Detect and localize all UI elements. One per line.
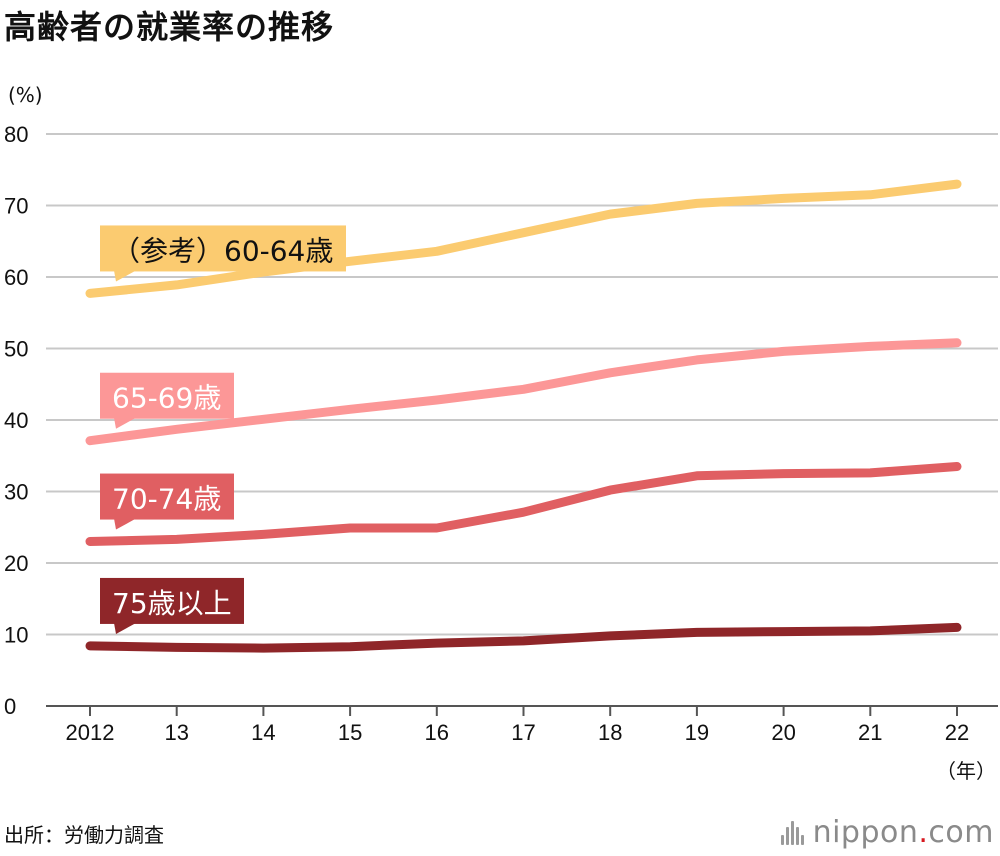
y-axis-unit-label: (%) — [8, 83, 43, 107]
x-tick-label-17: 17 — [511, 720, 535, 745]
series-line-s75 — [85, 622, 962, 653]
nippon-logo-icon — [780, 819, 805, 847]
x-tick-label-19: 19 — [685, 720, 709, 745]
y-tick-label-30: 30 — [4, 480, 28, 505]
y-tick-label-20: 20 — [4, 551, 28, 576]
y-tick-label-40: 40 — [4, 408, 28, 433]
x-tick-label-20: 20 — [771, 720, 795, 745]
series-label-box-s60 — [100, 225, 346, 272]
y-tick-label-80: 80 — [4, 122, 28, 147]
x-tick-label-16: 16 — [425, 720, 449, 745]
series-label-pointer-s75 — [114, 622, 136, 634]
series-label-s60: （参考）60-64歳 — [100, 225, 346, 282]
x-tick-label-22: 22 — [945, 720, 969, 745]
x-tick-label-13: 13 — [164, 720, 188, 745]
series-label-text-s60: （参考）60-64歳 — [112, 234, 333, 267]
series-label-pointer-s70 — [114, 518, 136, 530]
series-label-box-s75 — [100, 577, 244, 624]
logo-dot: . — [918, 815, 929, 850]
series-label-pointer-s60 — [114, 270, 136, 282]
x-tick-label-18: 18 — [598, 720, 622, 745]
series-label-pointer-s65 — [114, 417, 136, 429]
series-line-s70 — [85, 462, 962, 546]
y-axis: 0 10 20 30 40 50 60 70 80 — [4, 122, 28, 719]
y-tick-label-0: 0 — [4, 694, 16, 719]
nippon-logo[interactable]: nippon. com — [780, 815, 994, 850]
logo-prefix: nippon — [812, 815, 919, 850]
logo-suffix: com — [928, 815, 994, 850]
x-tick-label-15: 15 — [338, 720, 362, 745]
series-label-s65: 65-69歳 — [100, 372, 234, 429]
series-label-s70: 70-74歳 — [100, 473, 234, 530]
y-tick-label-10: 10 — [4, 623, 28, 648]
series-label-s75: 75歳以上 — [100, 577, 244, 634]
series-label-box-s70 — [100, 473, 234, 520]
series-label-text-s75: 75歳以上 — [112, 587, 232, 620]
y-tick-label-70: 70 — [4, 194, 28, 219]
series-label-text-s65: 65-69歳 — [112, 382, 221, 415]
x-axis-unit-label: （年） — [936, 759, 996, 783]
series-line-s65 — [85, 338, 962, 446]
series-label-box-s65 — [100, 372, 234, 419]
series-labels: （参考）60-64歳 65-69歳 70-74歳 75歳以上 — [100, 225, 346, 634]
chart-title: 高齢者の就業率の推移 — [4, 8, 335, 46]
x-tick-label-21: 21 — [858, 720, 882, 745]
series-line-s60 — [85, 179, 962, 298]
x-tick-label-14: 14 — [251, 720, 275, 745]
y-tick-label-50: 50 — [4, 337, 28, 362]
series-lines — [85, 179, 962, 653]
source-note: 出所：労働力調査 — [4, 823, 164, 847]
y-tick-label-60: 60 — [4, 265, 28, 290]
x-axis: 2012 13 14 15 16 17 18 19 20 21 22 — [46, 705, 998, 745]
series-label-text-s70: 70-74歳 — [112, 483, 221, 516]
x-tick-label-2012: 2012 — [66, 720, 115, 745]
